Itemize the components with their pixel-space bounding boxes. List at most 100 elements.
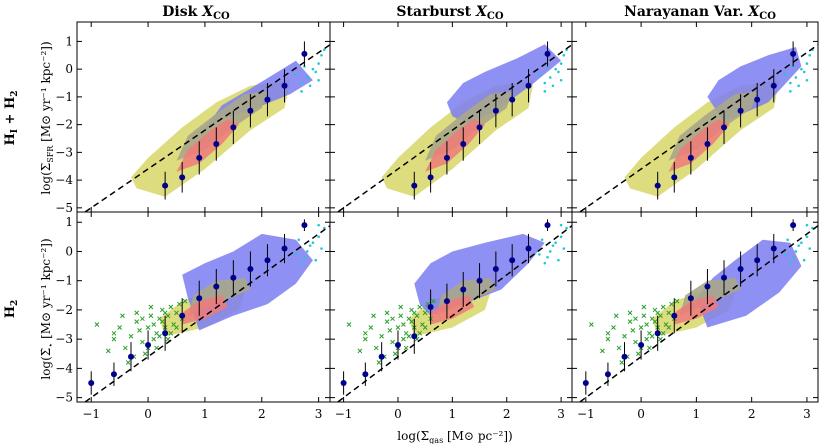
cyan-point <box>323 48 326 52</box>
green-cross-marker <box>635 351 641 357</box>
binned-point <box>411 182 418 189</box>
binned-point <box>671 174 678 181</box>
x-tick-label: −1 <box>335 407 353 421</box>
cyan-point <box>548 250 552 253</box>
green-cross-marker <box>134 310 140 316</box>
green-cross-marker <box>174 310 179 316</box>
binned-point <box>476 124 483 131</box>
cyan-point <box>303 256 306 259</box>
reference-line <box>83 44 330 212</box>
density-region-blue <box>446 44 562 125</box>
binned-point <box>544 222 551 229</box>
panel-content <box>578 219 818 402</box>
cyan-point <box>805 78 809 82</box>
panel-content <box>83 41 330 212</box>
green-cross-marker <box>669 301 674 307</box>
column-title-disk: Disk XCO <box>162 4 230 22</box>
x-tick-label: 0 <box>394 407 402 421</box>
green-cross-marker <box>417 304 423 310</box>
cyan-point <box>783 253 787 256</box>
reference-line <box>83 225 330 402</box>
reference-line <box>336 225 572 402</box>
x-tick-label: 0 <box>637 407 645 421</box>
cyan-point <box>554 241 557 244</box>
green-cross-marker <box>371 313 376 319</box>
cyan-point <box>317 223 320 227</box>
binned-point <box>110 371 117 378</box>
green-cross-marker <box>362 336 368 342</box>
cyan-point <box>557 258 560 262</box>
green-cross-marker <box>357 348 363 354</box>
y-tick-label: −2 <box>55 303 73 317</box>
panel-r0-c1 <box>329 21 573 213</box>
green-cross-marker <box>652 319 658 324</box>
cyan-point <box>797 244 800 247</box>
binned-point <box>128 353 135 360</box>
panel-r0-c2 <box>571 21 819 213</box>
y-tick-label: 0 <box>65 62 73 76</box>
binned-point <box>476 277 483 284</box>
green-cross-marker <box>390 339 395 345</box>
green-cross-marker <box>398 304 404 310</box>
cyan-point <box>789 90 792 93</box>
binned-point <box>230 274 237 281</box>
binned-point <box>754 257 761 264</box>
green-cross-marker <box>398 313 404 319</box>
cyan-point <box>783 73 787 77</box>
binned-point <box>460 286 467 293</box>
x-axis-label: log(Σgas [M⊙ pc⁻²]) <box>397 429 512 444</box>
column-title-starburst: Starburst XCO <box>396 4 503 22</box>
x-tick-label: −1 <box>82 407 100 421</box>
green-cross-marker <box>111 330 117 336</box>
cyan-point <box>548 76 552 79</box>
green-cross-marker <box>401 336 406 342</box>
binned-point <box>704 141 711 148</box>
green-cross-marker <box>373 345 379 351</box>
cyan-point <box>543 81 547 85</box>
green-cross-marker <box>619 360 625 365</box>
green-cross-marker <box>611 325 616 330</box>
density-region-red <box>425 119 485 172</box>
density-region-blue <box>696 239 802 328</box>
cyan-point <box>802 258 806 262</box>
green-cross-marker <box>168 304 174 310</box>
green-cross-marker <box>613 313 619 319</box>
green-cross-marker <box>395 325 401 330</box>
binned-point <box>621 353 628 360</box>
green-cross-marker <box>674 298 680 304</box>
x-tick-label: 2 <box>748 407 756 421</box>
green-cross-marker <box>627 310 633 316</box>
cyan-point <box>789 261 792 265</box>
binned-point <box>721 274 728 281</box>
y-tick-label: −2 <box>55 118 73 132</box>
binned-point <box>162 330 169 337</box>
y-tick-label: −3 <box>55 332 73 346</box>
panel-r1-c2: −1 0 1 2 3 <box>571 211 819 421</box>
green-cross-marker <box>142 351 148 357</box>
green-cross-marker <box>627 319 633 324</box>
x-tick-label: 2 <box>503 407 511 421</box>
green-cross-marker <box>600 348 605 354</box>
binned-point <box>145 342 152 348</box>
cyan-point <box>317 78 320 82</box>
panel-r0-c0: 1 0 −1 −2 −3 −4 −5 <box>55 21 331 215</box>
x-tick-label: 1 <box>693 407 701 421</box>
reference-line <box>578 44 818 212</box>
green-cross-marker <box>387 328 393 333</box>
green-cross-marker <box>105 348 111 354</box>
green-cross-marker <box>376 360 382 365</box>
cyan-point <box>300 261 303 265</box>
y-tick-label: 1 <box>65 34 73 48</box>
x-tick-label: 0 <box>144 407 152 421</box>
cyan-point <box>546 256 549 259</box>
cyan-point <box>300 90 303 93</box>
cyan-point <box>562 247 566 250</box>
cyan-point <box>297 238 301 242</box>
cyan-point <box>559 62 563 65</box>
green-cross-marker <box>666 310 672 316</box>
panels-group: 10−1−2−3−4−5−1 0 1 2 310−1−2−3−4−5−1 0 1 2 3 −1 0 1… <box>55 21 819 421</box>
binned-point <box>737 266 744 272</box>
binned-point <box>525 245 532 252</box>
green-cross-marker <box>411 310 417 316</box>
